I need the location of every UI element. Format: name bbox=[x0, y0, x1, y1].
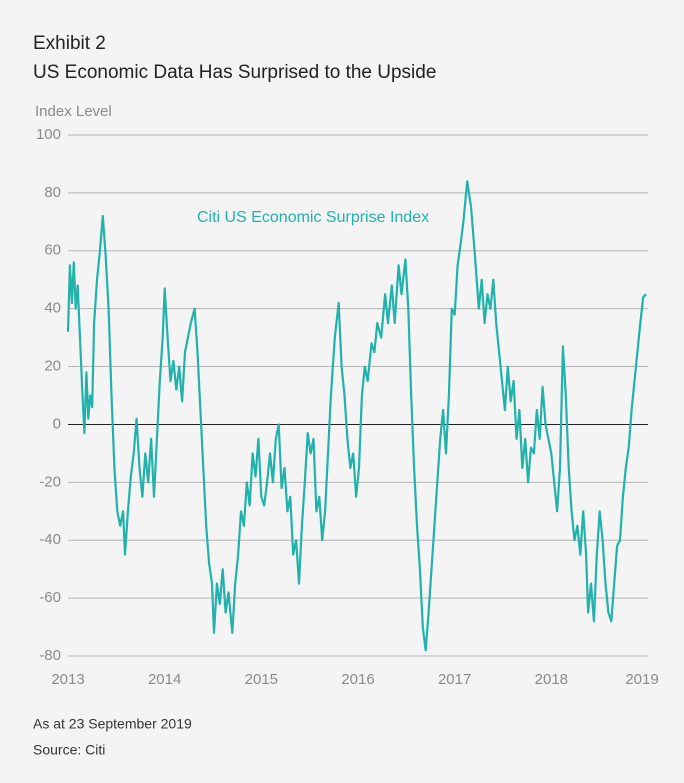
y-tick-label: -20 bbox=[39, 473, 61, 490]
x-tick-label: 2019 bbox=[625, 671, 658, 688]
x-tick-label: 2013 bbox=[51, 671, 84, 688]
chart-title: US Economic Data Has Surprised to the Up… bbox=[33, 62, 436, 83]
y-tick-label: 80 bbox=[44, 184, 61, 201]
x-tick-label: 2018 bbox=[535, 671, 568, 688]
source: Source: Citi bbox=[33, 742, 105, 758]
y-tick-label: 100 bbox=[36, 126, 61, 143]
line-annotation: Citi US Economic Surprise Index bbox=[197, 209, 429, 226]
x-tick-label: 2016 bbox=[341, 671, 374, 688]
y-tick-label: 40 bbox=[44, 300, 61, 317]
exhibit-label: Exhibit 2 bbox=[33, 33, 106, 54]
y-tick-label: 0 bbox=[53, 415, 61, 432]
y-tick-label: 60 bbox=[44, 242, 61, 259]
x-tick-label: 2015 bbox=[245, 671, 278, 688]
footnote: As at 23 September 2019 bbox=[33, 716, 192, 732]
x-tick-label: 2014 bbox=[148, 671, 181, 688]
x-tick-label: 2017 bbox=[438, 671, 471, 688]
y-tick-label: -80 bbox=[39, 647, 61, 664]
data-line bbox=[66, 180, 647, 652]
y-tick-label: -40 bbox=[39, 531, 61, 548]
y-tick-label: -60 bbox=[39, 589, 61, 606]
y-tick-label: 20 bbox=[44, 358, 61, 375]
y-axis-label: Index Level bbox=[35, 103, 112, 120]
